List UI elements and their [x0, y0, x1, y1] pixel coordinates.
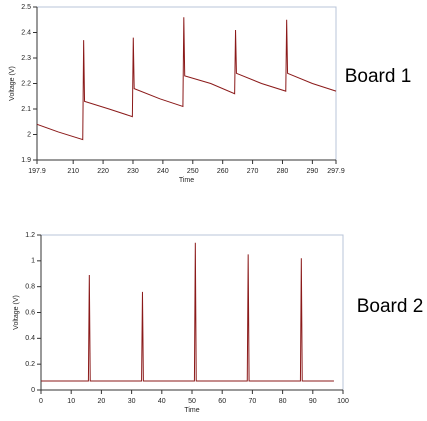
- x-tick-label: 70: [249, 398, 257, 405]
- x-tick-label: 220: [97, 168, 109, 175]
- y-axis-label: Voltage (V): [9, 66, 16, 101]
- data-line: [36, 17, 337, 141]
- plot-area: [40, 234, 344, 391]
- data-line: [41, 242, 334, 382]
- y-tick-label: 0: [31, 387, 35, 394]
- plot-area: [36, 6, 337, 161]
- x-tick-label: 80: [279, 398, 287, 405]
- y-tick-label: 2.1: [21, 106, 31, 113]
- x-tick-label: 240: [157, 168, 169, 175]
- y-tick-label: 1.2: [25, 232, 35, 239]
- x-tick-label: 0: [39, 398, 43, 405]
- y-tick-label: 2.4: [21, 29, 31, 36]
- x-tick-label: 20: [98, 398, 106, 405]
- x-tick-label: 280: [277, 168, 289, 175]
- x-tick-label: 230: [127, 168, 139, 175]
- x-tick-label: 30: [128, 398, 136, 405]
- y-tick-label: 0.8: [25, 284, 35, 291]
- y-tick-label: 0.6: [25, 309, 35, 316]
- y-tick-label: 2.5: [21, 4, 31, 11]
- y-tick-label: 1: [31, 258, 35, 265]
- y-tick-label: 0.4: [25, 335, 35, 342]
- x-tick-label: 197.9: [28, 168, 46, 175]
- y-tick-label: 2: [27, 131, 31, 138]
- x-tick-label: 100: [337, 398, 349, 405]
- y-tick-label: 2.3: [21, 55, 31, 62]
- x-tick-label: 10: [67, 398, 75, 405]
- x-tick-label: 50: [188, 398, 196, 405]
- x-tick-label: 290: [307, 168, 319, 175]
- x-axis-label: Time: [179, 177, 194, 184]
- board-label: Board 1: [345, 66, 412, 87]
- y-axis-label: Voltage (V): [13, 295, 20, 330]
- x-tick-label: 297.9: [327, 168, 345, 175]
- y-tick-label: 0.2: [25, 361, 35, 368]
- x-tick-label: 90: [309, 398, 317, 405]
- x-tick-label: 250: [187, 168, 199, 175]
- y-tick-label: 1.9: [21, 157, 31, 164]
- x-tick-label: 40: [158, 398, 166, 405]
- x-axis-label: Time: [184, 407, 199, 414]
- x-tick-label: 210: [67, 168, 79, 175]
- y-tick-label: 2.2: [21, 80, 31, 87]
- board-label: Board 2: [357, 296, 424, 317]
- x-tick-label: 60: [218, 398, 226, 405]
- x-tick-label: 270: [247, 168, 259, 175]
- x-tick-label: 260: [217, 168, 229, 175]
